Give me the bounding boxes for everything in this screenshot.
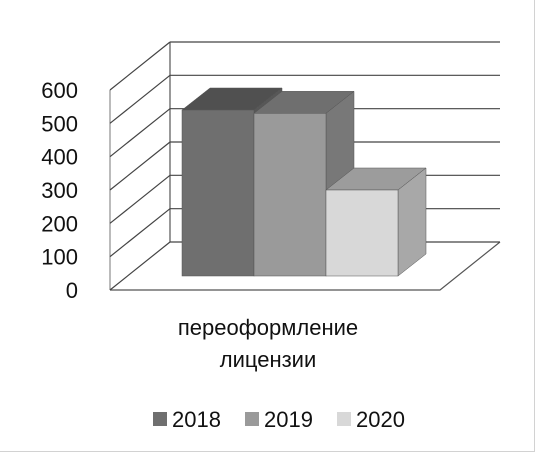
category-label-line-1: переоформление [178,315,358,340]
category-label-line-2: лицензии [220,347,317,372]
y-tick-label: 300 [41,178,78,203]
y-tick-label: 400 [41,145,78,170]
bar-2020 [325,167,427,277]
legend: 2018 2019 2020 [153,407,405,432]
y-tick-label: 0 [66,278,78,303]
gridline-side-200 [109,174,171,224]
legend-label-2020: 2020 [356,407,405,432]
gridline-side-0 [109,241,171,291]
gridline-side-600 [109,41,171,91]
bar-front-2019 [253,113,327,277]
legend-swatch-2019 [245,412,259,426]
y-axis-ticks: 0 100 200 300 400 500 600 [41,78,78,303]
legend-label-2019: 2019 [264,407,313,432]
gridline-side-400 [109,108,171,158]
bar-front-2020 [325,189,399,277]
legend-swatch-2020 [337,412,351,426]
legend-label-2018: 2018 [172,407,221,432]
gridline-side-500 [109,74,171,124]
y-tick-label: 200 [41,211,78,236]
x-axis-category-label: переоформление лицензии [178,315,358,372]
bars [181,87,427,277]
gridline-side-300 [109,141,171,191]
y-tick-label: 100 [41,245,78,270]
bar-front-2018 [181,109,255,277]
y-tick-label: 600 [41,78,78,103]
legend-swatch-2018 [153,412,167,426]
y-tick-label: 500 [41,111,78,136]
floor-edge [110,241,501,291]
gridline-side-100 [109,208,171,258]
